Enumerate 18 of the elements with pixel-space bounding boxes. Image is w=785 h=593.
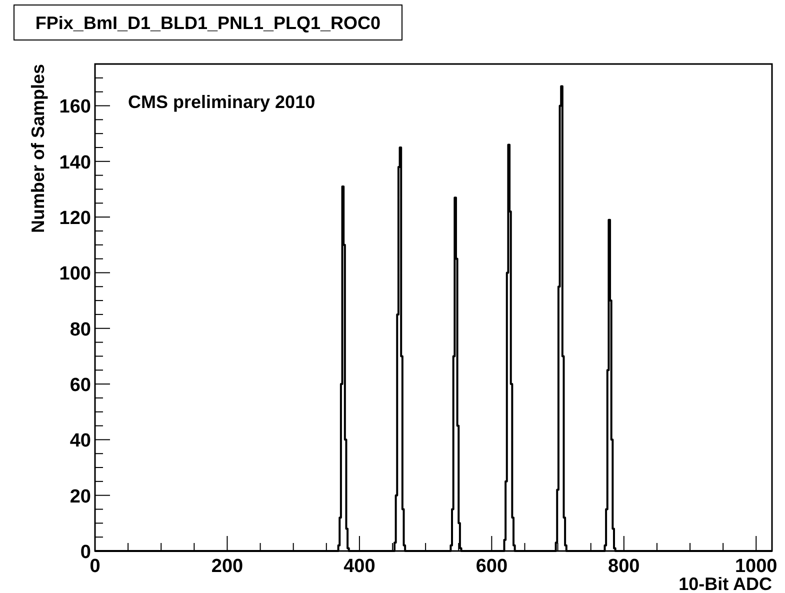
y-tick-label: 40 bbox=[70, 430, 91, 452]
annotation: CMS preliminary 2010 bbox=[128, 92, 316, 112]
y-tick-label: 140 bbox=[59, 152, 91, 174]
x-tick-label: 400 bbox=[344, 556, 376, 577]
y-axis-title: Number of Samples bbox=[28, 64, 48, 234]
y-tick-label: 100 bbox=[59, 264, 91, 285]
y-tick-label: 160 bbox=[59, 96, 91, 118]
y-tick-label: 60 bbox=[70, 375, 91, 396]
y-tick-label: 120 bbox=[59, 208, 91, 230]
chart-title: FPix_BmI_D1_BLD1_PNL1_PLQ1_ROC0 bbox=[35, 13, 381, 33]
x-tick-label: 800 bbox=[608, 556, 640, 577]
x-axis-title: 10-Bit ADC bbox=[678, 574, 772, 593]
y-tick-label: 0 bbox=[80, 542, 91, 563]
y-tick-label: 20 bbox=[70, 486, 91, 508]
y-tick-label: 80 bbox=[70, 319, 91, 340]
x-tick-label: 1000 bbox=[734, 556, 778, 577]
x-tick-label: 200 bbox=[211, 556, 244, 577]
x-tick-label: 600 bbox=[476, 556, 508, 577]
